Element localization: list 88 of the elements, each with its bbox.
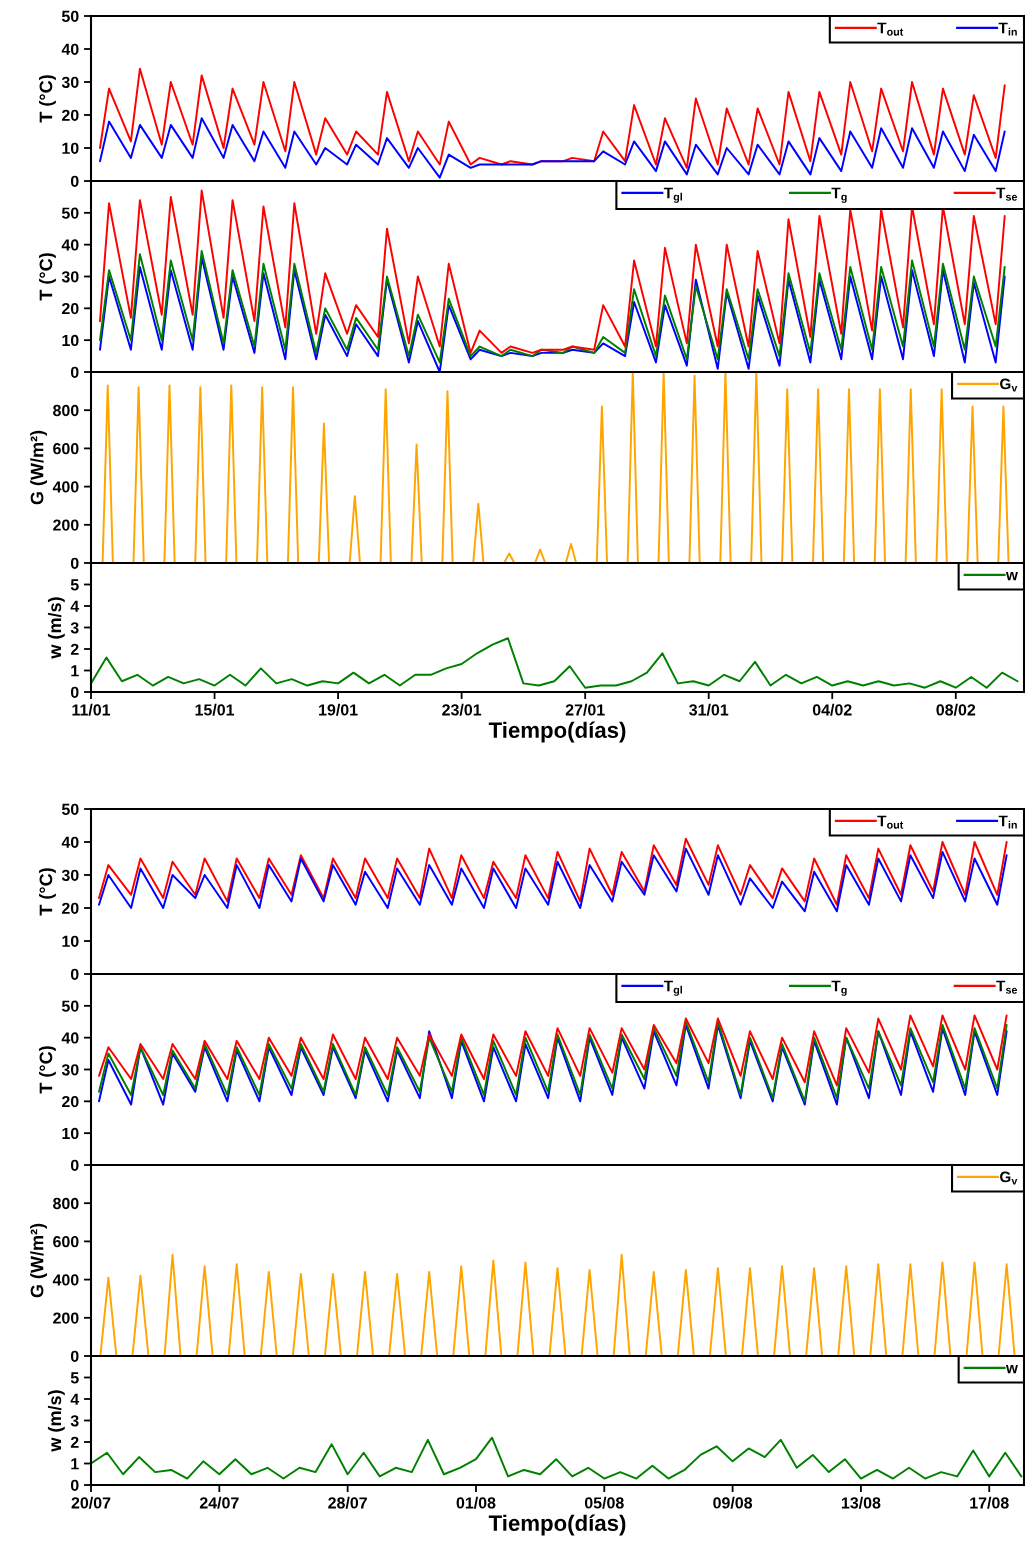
y-axis-title: T (°C): [39, 75, 56, 123]
y-tick-label: 600: [53, 443, 79, 455]
y-tick-label: 3: [70, 1415, 79, 1427]
y-tick-label: 40: [61, 43, 79, 55]
x-tick-label: 23/01: [442, 703, 482, 716]
y-tick-label: 40: [61, 239, 79, 251]
x-tick-label: 24/07: [199, 1496, 239, 1509]
y-tick-label: 4: [70, 600, 80, 612]
y-tick-label: 20: [61, 109, 79, 121]
x-tick-label: 08/02: [936, 703, 976, 716]
legend-label: T$_{g}$: [831, 187, 847, 203]
y-axis-title: G (W/m²): [30, 1223, 47, 1298]
y-tick-label: 5: [70, 1372, 79, 1384]
legend-label: T$_{out}$: [877, 815, 904, 829]
y-tick-label: 50: [61, 1000, 79, 1012]
y-tick-label: 10: [62, 935, 79, 947]
y-tick-label: 200: [53, 519, 79, 531]
x-tick-label: 27/01: [565, 703, 605, 716]
y-tick-label: 200: [53, 1312, 79, 1324]
y-tick-label: 600: [53, 1236, 79, 1248]
y-tick-label: 30: [61, 1064, 79, 1076]
y-tick-label: 30: [61, 76, 79, 88]
y-tick-label: 1: [71, 665, 79, 677]
y-tick-label: 5: [70, 579, 79, 591]
x-tick-label: 15/01: [195, 703, 235, 716]
x-tick-label: 13/08: [841, 1496, 881, 1509]
x-tick-label: 20/07: [71, 1496, 111, 1509]
x-tick-label: 11/01: [72, 703, 111, 716]
y-tick-label: 50: [61, 10, 79, 22]
y-tick-label: 40: [61, 1032, 79, 1044]
y-tick-label: 0: [70, 1159, 79, 1171]
y-tick-label: 30: [61, 869, 79, 881]
y-axis-title: T (°C): [39, 868, 56, 916]
y-axis-title: T (°C): [39, 1046, 56, 1094]
legend-label: T$_{in}$: [998, 22, 1017, 36]
y-axis-title: w (m/s): [47, 597, 65, 659]
y-tick-label: 10: [62, 1127, 79, 1140]
y-tick-label: 40: [61, 836, 79, 848]
legend-label: T$_{gl}$: [663, 980, 682, 996]
x-axis-title: Tiempo(días): [488, 721, 626, 743]
y-axis-title: T (°C): [39, 253, 56, 301]
x-tick-label: 01/08: [456, 1496, 496, 1509]
y-tick-label: 800: [53, 404, 79, 417]
y-tick-label: 0: [70, 175, 79, 187]
y-tick-label: 0: [70, 686, 79, 698]
x-tick-label: 31/01: [689, 703, 729, 716]
y-tick-label: 20: [61, 1095, 79, 1108]
y-tick-label: 50: [61, 207, 79, 219]
x-tick-label: 05/08: [584, 1496, 624, 1509]
x-axis-title: Tiempo(días): [488, 1514, 626, 1536]
legend-label: T$_{out}$: [877, 22, 904, 36]
y-tick-label: 2: [70, 643, 79, 655]
y-tick-label: 0: [70, 968, 79, 980]
y-tick-label: 0: [70, 366, 79, 378]
line-series: [91, 1436, 1023, 1480]
legend-label: T$_{g}$: [831, 980, 847, 996]
y-tick-label: 0: [70, 557, 79, 569]
y-axis-title: w (m/s): [47, 1390, 65, 1452]
legend-label: T$_{se}$: [996, 187, 1018, 201]
y-tick-label: 400: [52, 481, 79, 493]
y-tick-label: 800: [53, 1197, 79, 1210]
y-tick-label: 30: [61, 271, 79, 283]
y-tick-label: 4: [70, 1393, 80, 1405]
legend-label: G$_{v}$: [1000, 1171, 1018, 1185]
y-tick-label: 2: [70, 1436, 79, 1448]
y-tick-label: 20: [61, 302, 79, 315]
x-tick-label: 19/01: [319, 703, 358, 716]
y-tick-label: 50: [61, 803, 79, 815]
y-tick-label: 0: [70, 1350, 79, 1362]
y-tick-label: 10: [62, 142, 79, 154]
x-tick-label: 04/02: [812, 703, 852, 716]
y-tick-label: 3: [70, 622, 79, 634]
legend-label: G$_{v}$: [1000, 378, 1018, 392]
line-series: [91, 637, 1019, 689]
y-tick-label: 0: [70, 1479, 79, 1491]
x-tick-label: 28/07: [328, 1496, 367, 1509]
legend-label: T$_{gl}$: [663, 187, 682, 203]
y-tick-label: 10: [62, 334, 79, 347]
legend-label: w: [1005, 572, 1018, 581]
x-tick-label: 09/08: [713, 1496, 753, 1509]
y-tick-label: 20: [61, 902, 79, 914]
legend-label: T$_{se}$: [996, 980, 1018, 994]
y-axis-title: G (W/m²): [30, 430, 47, 505]
legend-label: w: [1005, 1365, 1018, 1374]
y-tick-label: 400: [52, 1274, 79, 1286]
legend-label: T$_{in}$: [998, 815, 1017, 829]
x-tick-label: 17/08: [970, 1496, 1009, 1509]
y-tick-label: 1: [71, 1458, 79, 1470]
